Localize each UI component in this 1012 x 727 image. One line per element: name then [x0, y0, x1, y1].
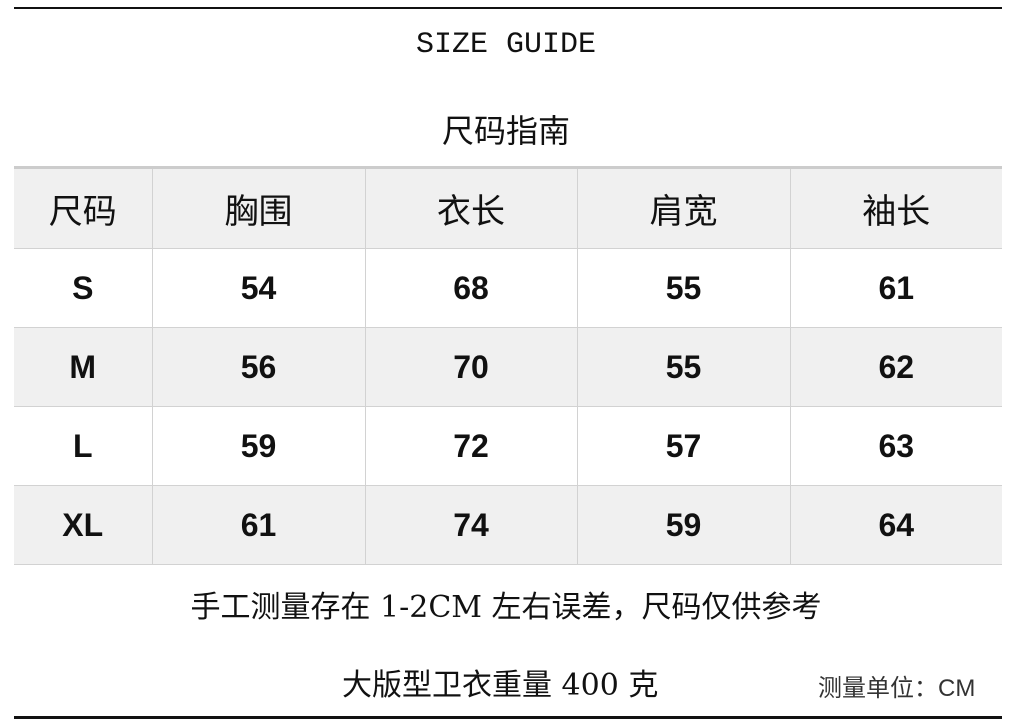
title-english: SIZE GUIDE [415, 28, 597, 62]
table-cell: M [14, 327, 152, 407]
table-cell: 57 [576, 406, 790, 486]
bottom-rule [14, 716, 1002, 719]
table-cell: XL [14, 485, 152, 565]
table-row: M 56 70 55 62 [14, 327, 1002, 407]
table-cell: 68 [364, 248, 577, 328]
header-cell: 衣长 [364, 167, 577, 249]
table-cell: 59 [576, 485, 790, 565]
table-cell: 62 [789, 327, 1002, 407]
table-cell: S [14, 248, 152, 328]
table-row: L 59 72 57 63 [14, 406, 1002, 486]
header-cell: 袖长 [789, 167, 1002, 249]
table-cell: 55 [576, 248, 790, 328]
unit-label-text: 测量单位： [818, 674, 938, 702]
size-table: 尺码 胸围 衣长 肩宽 袖长 S 54 68 55 61 M 56 70 55 … [14, 166, 1002, 565]
table-cell: 70 [364, 327, 577, 407]
table-header-row: 尺码 胸围 衣长 肩宽 袖长 [14, 167, 1002, 249]
table-cell: 72 [364, 406, 577, 486]
unit-value: CM [938, 675, 976, 702]
table-cell: 64 [789, 485, 1002, 565]
table-cell: 59 [151, 406, 365, 486]
top-rule [14, 7, 1002, 9]
table-cell: 61 [789, 248, 1002, 328]
table-cell: 54 [151, 248, 365, 328]
unit-label: 测量单位：CM [818, 668, 975, 703]
table-row: S 54 68 55 61 [14, 248, 1002, 328]
weight-note: 大版型卫衣重量 400 克 [342, 668, 659, 703]
header-cell: 胸围 [151, 167, 365, 249]
table-cell: 55 [576, 327, 790, 407]
title-chinese: 尺码指南 [441, 112, 570, 150]
table-cell: L [14, 406, 152, 486]
table-cell: 56 [151, 327, 365, 407]
header-cell: 肩宽 [576, 167, 790, 249]
table-row: XL 61 74 59 64 [14, 485, 1002, 565]
header-cell: 尺码 [14, 167, 152, 249]
table-cell: 61 [151, 485, 365, 565]
table-cell: 74 [364, 485, 577, 565]
measurement-note: 手工测量存在 1-2CM 左右误差，尺码仅供参考 [190, 590, 822, 625]
table-cell: 63 [789, 406, 1002, 486]
